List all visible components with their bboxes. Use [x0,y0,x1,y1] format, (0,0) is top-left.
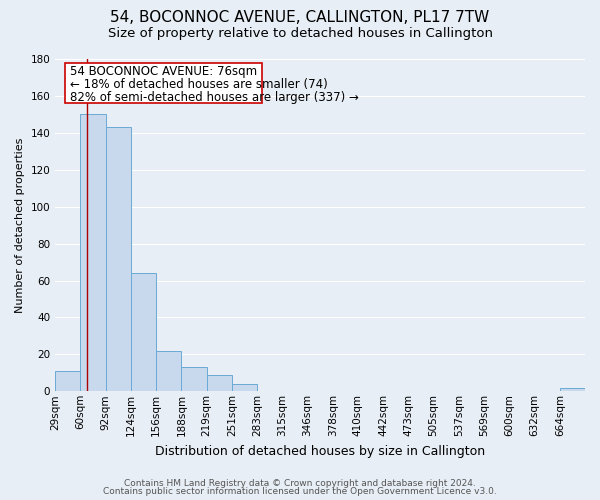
Text: 54, BOCONNOC AVENUE, CALLINGTON, PL17 7TW: 54, BOCONNOC AVENUE, CALLINGTON, PL17 7T… [110,10,490,25]
Bar [206,374,232,392]
Bar [232,384,257,392]
Text: ← 18% of detached houses are smaller (74): ← 18% of detached houses are smaller (74… [70,78,328,92]
Bar [156,350,181,392]
Bar [55,371,80,392]
X-axis label: Distribution of detached houses by size in Callington: Distribution of detached houses by size … [155,444,485,458]
Bar [560,388,585,392]
Text: Contains public sector information licensed under the Open Government Licence v3: Contains public sector information licen… [103,487,497,496]
Bar [80,114,106,392]
Text: 54 BOCONNOC AVENUE: 76sqm: 54 BOCONNOC AVENUE: 76sqm [70,66,257,78]
Text: Contains HM Land Registry data © Crown copyright and database right 2024.: Contains HM Land Registry data © Crown c… [124,478,476,488]
Y-axis label: Number of detached properties: Number of detached properties [15,138,25,313]
Bar [106,128,131,392]
Bar [131,273,156,392]
Text: 82% of semi-detached houses are larger (337) →: 82% of semi-detached houses are larger (… [70,92,359,104]
FancyBboxPatch shape [65,62,262,104]
Text: Size of property relative to detached houses in Callington: Size of property relative to detached ho… [107,28,493,40]
Bar [181,368,206,392]
